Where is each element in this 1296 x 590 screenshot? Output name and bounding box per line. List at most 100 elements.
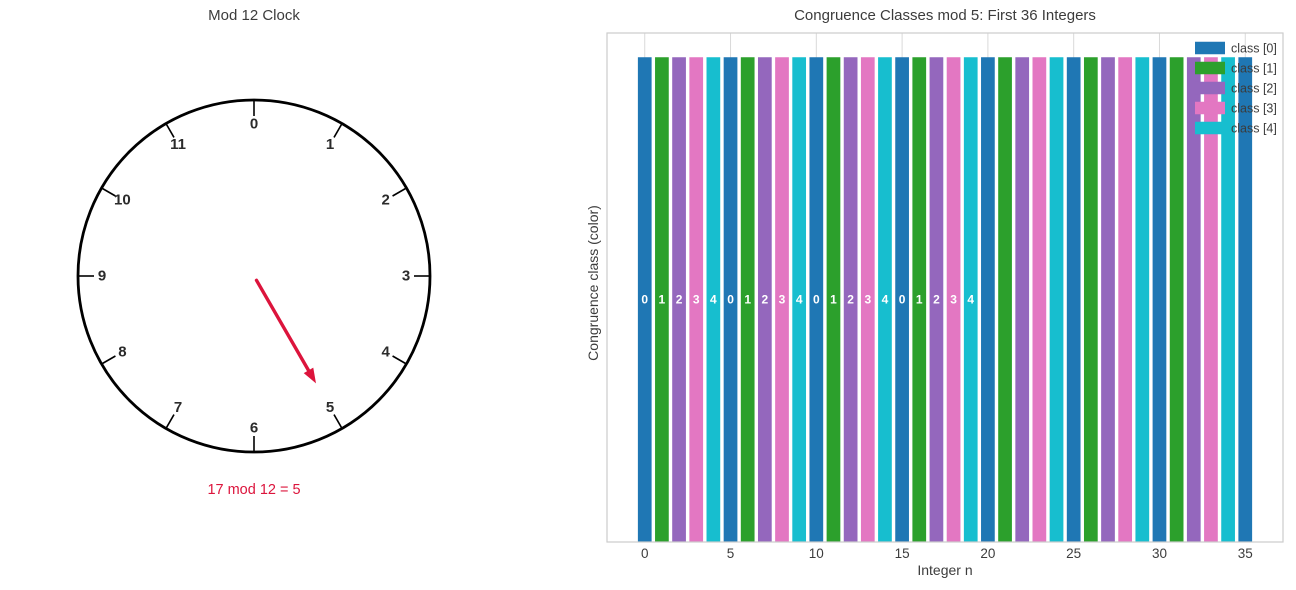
bar-label-n5: 0 (727, 293, 734, 307)
clock-tick-2 (392, 187, 407, 197)
bar-n21-class1 (998, 57, 1012, 542)
bar-n17-class2 (929, 57, 944, 542)
bar-label-n4: 4 (710, 293, 717, 307)
bar-label-n7: 2 (762, 293, 769, 307)
bar-label-n19: 4 (967, 293, 974, 307)
bar-n35-class0 (1238, 57, 1253, 542)
legend-swatch-4 (1195, 121, 1225, 135)
legend-label-2: class [2] (1231, 82, 1277, 96)
bar-n15-class0 (895, 57, 909, 542)
clock-face-circle (76, 98, 432, 454)
bar-n24-class4 (1049, 57, 1064, 542)
clock-hand (254, 278, 311, 373)
bar-n6-class1 (740, 57, 755, 542)
x-axis-label: Integer n (917, 562, 973, 578)
clock-tick-8 (101, 355, 116, 365)
clock-number-0: 0 (250, 116, 258, 133)
x-tick-label-25: 25 (1066, 546, 1081, 561)
bar-n9-class4 (792, 57, 807, 542)
bar-n11-class1 (826, 57, 841, 542)
bar-n0-class0 (637, 57, 652, 542)
clock-number-11: 11 (170, 136, 186, 153)
clock-number-6: 6 (250, 420, 258, 437)
x-tick-label-0: 0 (641, 546, 649, 561)
bar-n22-class2 (1015, 57, 1030, 542)
clock-title: Mod 12 Clock (208, 7, 300, 24)
bar-n14-class4 (878, 57, 892, 542)
bar-n31-class1 (1169, 57, 1184, 542)
legend-label-3: class [3] (1231, 102, 1277, 116)
bar-label-n10: 0 (813, 293, 820, 307)
bar-label-n12: 2 (847, 293, 854, 307)
bar-label-n15: 0 (899, 293, 906, 307)
bar-n3-class3 (689, 57, 704, 542)
bar-n2-class2 (672, 57, 686, 542)
clock-number-3: 3 (402, 268, 410, 285)
bar-n20-class0 (981, 57, 995, 542)
x-tick-label-10: 10 (809, 546, 824, 561)
x-tick-label-5: 5 (727, 546, 735, 561)
bar-n7-class2 (757, 57, 772, 542)
legend-label-0: class [0] (1231, 42, 1277, 56)
clock-number-10: 10 (114, 192, 131, 209)
bar-label-n2: 2 (676, 293, 683, 307)
bar-n34-class4 (1221, 57, 1235, 542)
chart-title: Congruence Classes mod 5: First 36 Integ… (794, 7, 1096, 24)
bar-n25-class0 (1066, 57, 1081, 542)
bar-n32-class2 (1186, 57, 1201, 542)
bar-n29-class4 (1135, 57, 1150, 542)
clock-hand-arrowhead (303, 367, 316, 384)
clock-tick-7 (165, 414, 175, 429)
bar-n4-class4 (706, 57, 721, 542)
clock-number-7: 7 (174, 399, 182, 416)
clock-number-1: 1 (326, 136, 334, 153)
congruence-bar-chart-panel: 0 1 2 3 4 0 1 2 3 4 0 1 2 3 4 0 1 2 3 40 5 10 15 20 25 30 35class … (606, 32, 1284, 561)
bar-label-n14: 4 (882, 293, 889, 307)
clock-tick-4 (392, 355, 407, 365)
clock-number-4: 4 (381, 344, 390, 361)
legend-swatch-2 (1195, 81, 1225, 95)
bar-label-n17: 2 (933, 293, 940, 307)
bar-n19-class4 (963, 57, 978, 542)
clock-tick-1 (333, 123, 343, 138)
bar-n16-class1 (912, 57, 927, 542)
bar-label-n9: 4 (796, 293, 803, 307)
bar-label-n16: 1 (916, 293, 923, 307)
bar-n26-class1 (1083, 57, 1098, 542)
legend-label-1: class [1] (1231, 62, 1277, 76)
clock-tick-11 (165, 123, 175, 138)
legend-swatch-1 (1195, 61, 1225, 75)
x-tick-label-20: 20 (980, 546, 995, 561)
bar-n18-class3 (946, 57, 961, 542)
mod-12-clock-panel: 0 1 2 3 4 5 6 7 8 9 10 11 (76, 98, 432, 454)
x-tick-label-30: 30 (1152, 546, 1167, 561)
bar-label-n13: 3 (864, 293, 871, 307)
clock-caption: 17 mod 12 = 5 (207, 482, 301, 498)
bar-n8-class3 (775, 57, 789, 542)
clock-tick-10 (101, 187, 116, 197)
bar-label-n0: 0 (641, 293, 648, 307)
bar-n33-class3 (1204, 57, 1218, 542)
bar-n28-class3 (1118, 57, 1133, 542)
legend-swatch-3 (1195, 101, 1225, 115)
bar-n23-class3 (1032, 57, 1047, 542)
bar-n5-class0 (723, 57, 738, 542)
x-tick-label-35: 35 (1238, 546, 1253, 561)
bar-n27-class2 (1101, 57, 1115, 542)
clock-number-9: 9 (98, 268, 106, 285)
bar-label-n18: 3 (950, 293, 957, 307)
bar-label-n8: 3 (779, 293, 786, 307)
clock-number-5: 5 (326, 399, 334, 416)
bar-n12-class2 (843, 57, 858, 542)
clock-number-8: 8 (118, 344, 126, 361)
bar-label-n1: 1 (659, 293, 666, 307)
bar-n13-class3 (860, 57, 875, 542)
bar-n10-class0 (809, 57, 824, 542)
legend-label-4: class [4] (1231, 122, 1277, 136)
bar-label-n3: 3 (693, 293, 700, 307)
bar-n1-class1 (655, 57, 669, 542)
y-axis-label: Congruence class (color) (585, 205, 601, 361)
x-tick-label-15: 15 (895, 546, 910, 561)
bar-n30-class0 (1152, 57, 1167, 542)
